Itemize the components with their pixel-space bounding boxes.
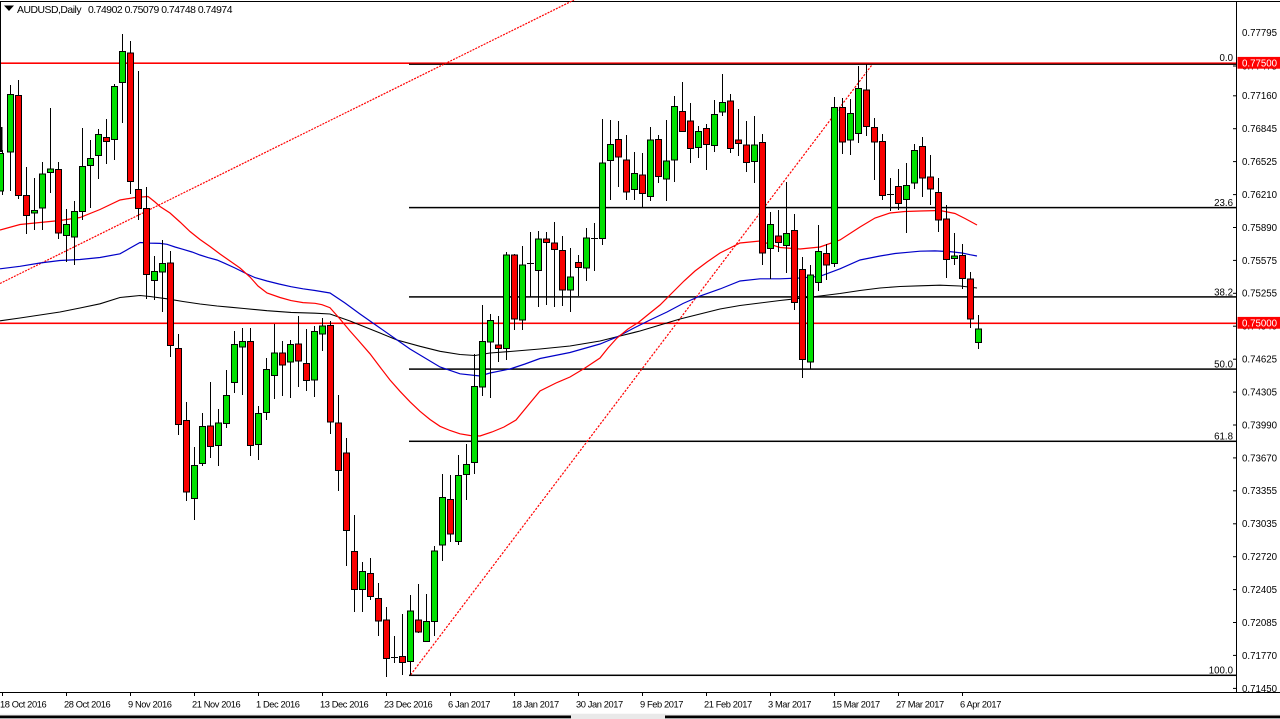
svg-text:0.75890: 0.75890 — [1242, 223, 1278, 234]
svg-text:0.73355: 0.73355 — [1242, 486, 1277, 497]
svg-text:0.75000: 0.75000 — [1242, 318, 1278, 329]
svg-text:0.77795: 0.77795 — [1242, 28, 1277, 39]
svg-text:38.2: 38.2 — [1214, 287, 1233, 298]
svg-text:27 Mar 2017: 27 Mar 2017 — [896, 700, 944, 710]
svg-text:0.73670: 0.73670 — [1242, 453, 1278, 464]
svg-text:0.77500: 0.77500 — [1242, 58, 1278, 69]
svg-text:21 Nov 2016: 21 Nov 2016 — [192, 700, 241, 710]
svg-text:6 Apr 2017: 6 Apr 2017 — [960, 700, 1001, 710]
svg-text:0.74625: 0.74625 — [1242, 355, 1277, 366]
svg-text:0.75255: 0.75255 — [1242, 289, 1277, 300]
svg-text:0.76525: 0.76525 — [1242, 157, 1277, 168]
svg-text:61.8: 61.8 — [1214, 432, 1233, 443]
svg-text:13 Dec 2016: 13 Dec 2016 — [320, 700, 369, 710]
svg-text:0.75575: 0.75575 — [1242, 256, 1277, 267]
svg-text:AUDUSD,Daily: AUDUSD,Daily — [17, 5, 82, 16]
svg-text:0.76845: 0.76845 — [1242, 124, 1277, 135]
svg-text:0.71450: 0.71450 — [1242, 684, 1278, 695]
svg-text:0.71770: 0.71770 — [1242, 651, 1278, 662]
svg-text:6 Jan 2017: 6 Jan 2017 — [448, 700, 490, 710]
svg-text:0.72405: 0.72405 — [1242, 585, 1277, 596]
svg-text:0.73990: 0.73990 — [1242, 420, 1278, 431]
svg-text:0.74305: 0.74305 — [1242, 388, 1277, 399]
svg-text:50.0: 50.0 — [1214, 360, 1233, 371]
svg-text:9 Feb 2017: 9 Feb 2017 — [640, 700, 683, 710]
svg-text:0.72085: 0.72085 — [1242, 618, 1277, 629]
svg-text:0.73035: 0.73035 — [1242, 519, 1277, 530]
svg-text:3 Mar 2017: 3 Mar 2017 — [768, 700, 811, 710]
svg-text:28 Oct 2016: 28 Oct 2016 — [64, 700, 110, 710]
svg-text:9 Nov 2016: 9 Nov 2016 — [128, 700, 172, 710]
svg-text:23.6: 23.6 — [1214, 198, 1233, 209]
svg-text:100.0: 100.0 — [1209, 666, 1234, 677]
svg-text:0.77160: 0.77160 — [1242, 91, 1278, 102]
svg-text:0.76210: 0.76210 — [1242, 190, 1278, 201]
svg-text:0.72720: 0.72720 — [1242, 552, 1278, 563]
svg-text:18 Oct 2016: 18 Oct 2016 — [0, 700, 46, 710]
svg-text:1 Dec 2016: 1 Dec 2016 — [256, 700, 300, 710]
svg-text:0.0: 0.0 — [1220, 53, 1234, 64]
svg-text:23 Dec 2016: 23 Dec 2016 — [384, 700, 433, 710]
svg-text:21 Feb 2017: 21 Feb 2017 — [704, 700, 752, 710]
svg-text:30 Jan 2017: 30 Jan 2017 — [576, 700, 623, 710]
svg-text:0.74902 0.75079 0.74748 0.7497: 0.74902 0.75079 0.74748 0.74974 — [88, 5, 233, 16]
svg-text:18 Jan 2017: 18 Jan 2017 — [512, 700, 559, 710]
svg-text:15 Mar 2017: 15 Mar 2017 — [832, 700, 880, 710]
